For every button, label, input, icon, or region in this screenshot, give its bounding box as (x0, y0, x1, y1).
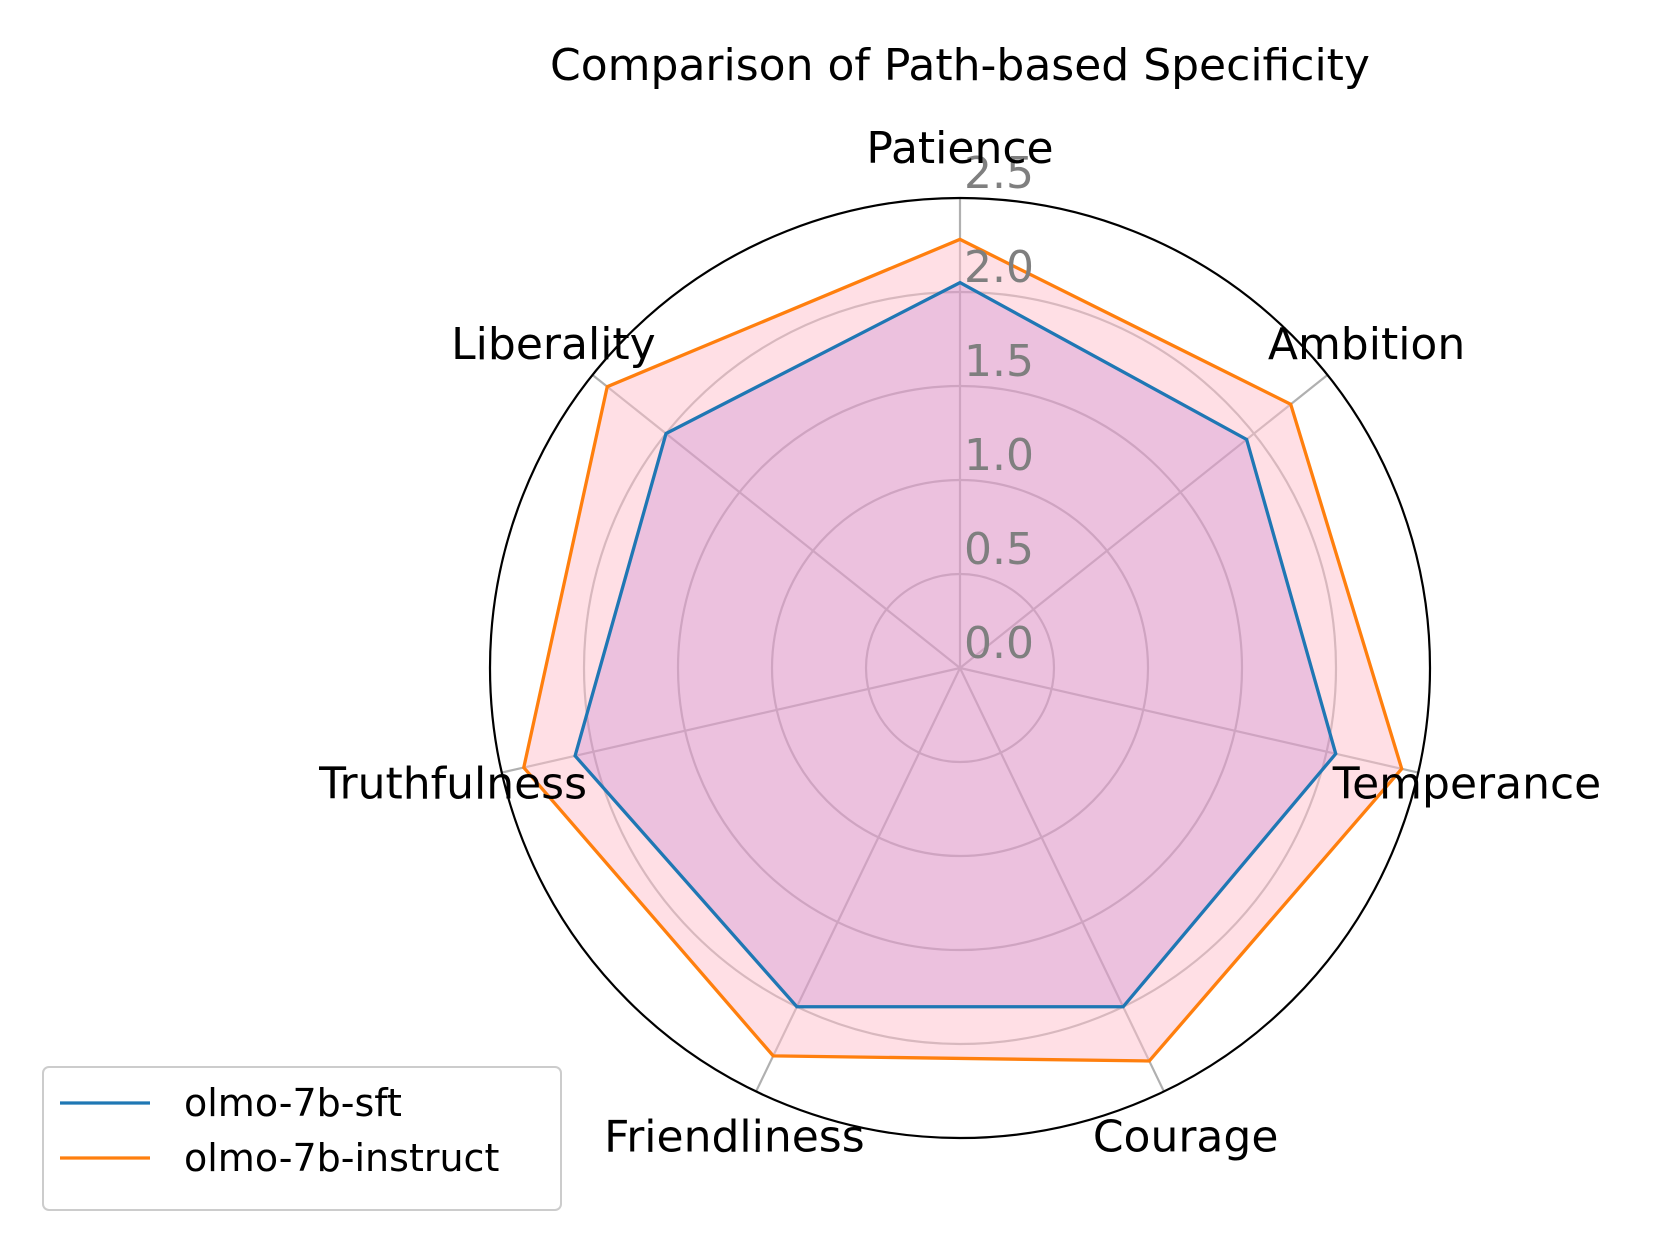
series-line-1 (521, 237, 1404, 1063)
series-fill-1 (523, 239, 1402, 1061)
category-label-2: Temperance (1332, 759, 1602, 810)
category-labels: Patience Ambition Temperance Courage Friendl… (318, 123, 1601, 1163)
rtick-label-0: 0.0 (964, 618, 1034, 669)
rtick-label-5: 2.5 (964, 148, 1034, 199)
legend-label-0: olmo-7b-sft (184, 1081, 402, 1125)
legend-label-1: olmo-7b-instruct (184, 1136, 499, 1180)
category-label-5: Truthfulness (318, 759, 587, 810)
category-label-0: Patience (866, 123, 1053, 174)
category-label-6: Liberality (451, 319, 656, 370)
rtick-label-3: 1.5 (964, 336, 1034, 387)
rtick-label-1: 0.5 (964, 524, 1034, 575)
category-label-4: Friendliness (604, 1112, 865, 1163)
rtick-label-2: 1.0 (964, 430, 1034, 481)
legend-box (42, 1066, 562, 1211)
outer-frame (488, 196, 1432, 1140)
radar-series (488, 196, 1432, 1140)
category-label-3: Courage (1093, 1112, 1279, 1163)
radial-tick-labels: 0.0 0.5 1.0 1.5 2.0 2.5 (964, 148, 1034, 669)
series-fill-0 (575, 282, 1336, 1007)
rtick-label-4: 2.0 (964, 242, 1034, 293)
chart-title: Comparison of Path-based Specificity (550, 40, 1370, 91)
series-line-0 (573, 280, 1338, 1009)
category-label-1: Ambition (1268, 319, 1465, 370)
legend: olmo-7b-sft olmo-7b-instruct (42, 1066, 562, 1211)
